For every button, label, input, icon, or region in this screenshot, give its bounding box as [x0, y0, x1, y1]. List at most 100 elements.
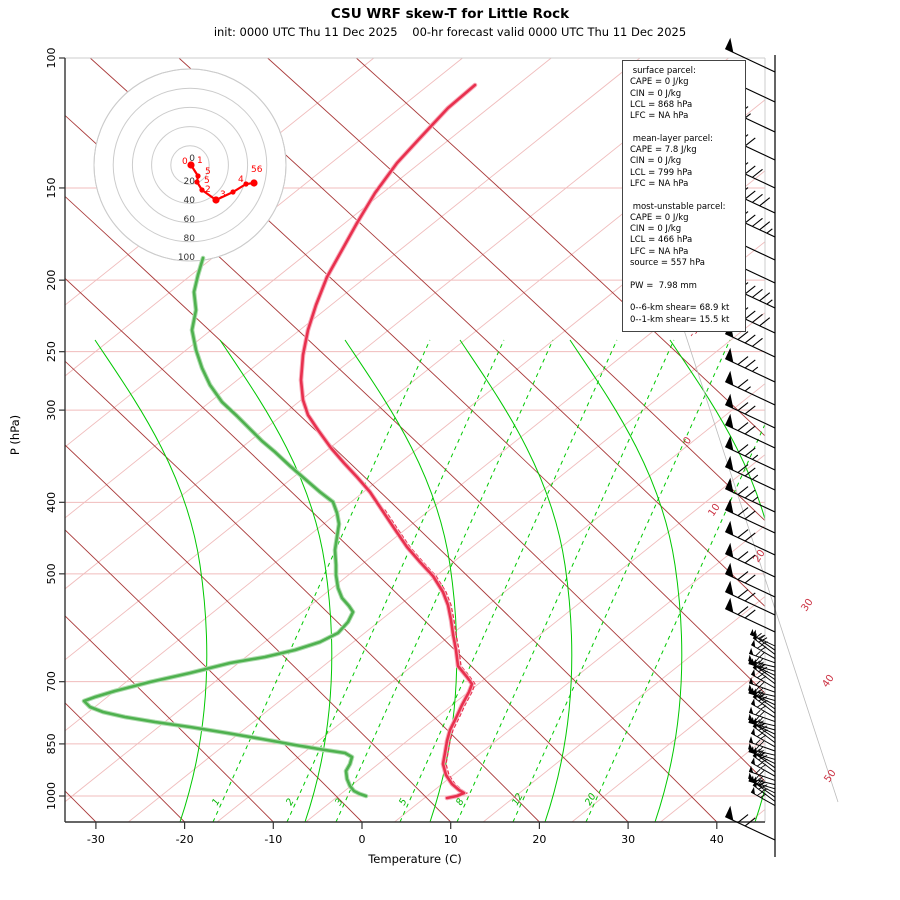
y-axis-label: P (hPa) [8, 414, 22, 456]
hodograph-ring-label: 20 [184, 177, 196, 187]
info-line: CAPE = 7.8 J/kg [630, 145, 697, 156]
mixing-ratio-label: 12 [510, 792, 526, 808]
hodograph-height-label: 5 [205, 167, 211, 177]
wind-barb [724, 393, 776, 429]
chart-title: CSU WRF skew-T for Little Rock [330, 6, 570, 22]
pressure-tick-label: 150 [45, 177, 58, 198]
pressure-tick-label: 200 [45, 270, 58, 291]
temperature-curve [299, 83, 477, 800]
temp-tick-label: 30 [621, 833, 635, 846]
hodograph-ring [93, 68, 287, 262]
info-line: CIN = 0 J/kg [630, 156, 682, 167]
hodograph-ring-label: 0 [189, 154, 195, 164]
wind-barb [752, 633, 776, 655]
info-line [630, 190, 741, 201]
wind-barb [750, 757, 776, 777]
hodograph-height-label: 5 [204, 176, 210, 186]
pressure-gridlines [65, 187, 765, 797]
info-line: LFC = NA hPa [630, 111, 689, 122]
virtual-temperature-curve [384, 509, 476, 799]
hodograph-ring [170, 145, 210, 185]
info-line: CAPE = 0 J/kg [630, 77, 689, 88]
info-line: LCL = 799 hPa [630, 167, 693, 178]
wind-barb [724, 37, 776, 73]
temp-tick-label: 0 [359, 833, 366, 846]
info-line: LCL = 466 hPa [630, 235, 693, 246]
pressure-tick-label: 500 [45, 563, 58, 584]
temp-tick-label: 10 [444, 833, 458, 846]
info-line: CAPE = 0 J/kg [630, 212, 689, 223]
wind-barb [750, 669, 776, 689]
pressure-tick-label: 700 [45, 671, 58, 692]
hodograph-ring [112, 87, 268, 243]
info-line [630, 292, 741, 303]
hodograph-height-label: 2 [205, 185, 211, 195]
info-line: surface parcel: [630, 66, 696, 76]
pressure-tick-label: 400 [45, 492, 58, 513]
wind-barb [724, 498, 776, 534]
wind-barb [748, 706, 776, 723]
wind-barb [724, 542, 776, 578]
wind-barb [724, 580, 776, 616]
hodograph-height-label: 1 [197, 156, 203, 166]
hodograph-height-label: 0 [182, 157, 188, 167]
wind-barb [724, 413, 776, 449]
temp-tick-label: -20 [176, 833, 194, 846]
info-line: PW = 7.98 mm [630, 280, 697, 291]
info-line: LCL = 868 hPa [630, 99, 693, 110]
isotherm-label: 50 [822, 768, 838, 785]
wind-barb [724, 805, 776, 841]
dewpoint-curve-halo [81, 255, 369, 799]
pressure-tick-label: 1000 [45, 782, 58, 810]
wind-barb [748, 775, 776, 790]
wind-barb [724, 435, 776, 471]
info-line: 0--1-km shear= 15.5 kt [630, 314, 730, 325]
pressure-tick-label: 850 [45, 733, 58, 754]
wind-barb [752, 691, 776, 714]
isotherm-label: 40 [820, 673, 836, 690]
mixing-ratio-labels: 1 2 3 5 8 12 20 [210, 792, 599, 808]
hodograph-height-label: 4 [238, 175, 244, 185]
hodograph-height-label: 3 [220, 190, 226, 200]
wind-barb [748, 765, 776, 781]
info-line: LFC = NA hPa [630, 178, 689, 189]
info-line: CIN = 0 J/kg [630, 224, 682, 235]
wind-barb [751, 639, 776, 660]
mixing-ratio-label: 1 [210, 797, 223, 808]
wind-barb [748, 677, 776, 693]
temp-tick-label: 40 [710, 833, 724, 846]
mixing-ratio-label: 3 [333, 797, 346, 808]
temp-tick-label: -10 [264, 833, 282, 846]
hodograph-ring-label: 60 [184, 215, 196, 225]
wind-barb [752, 721, 776, 743]
parcel-info-box: surface parcel: CAPE = 0 J/kg CIN = 0 J/kg… [622, 60, 746, 332]
wind-barb [748, 736, 776, 752]
x-axis-label: Temperature (C) [368, 852, 462, 866]
info-line: LFC = NA hPa [630, 246, 689, 257]
wind-barb [724, 477, 776, 513]
wind-barb [748, 647, 776, 664]
wind-barb [748, 745, 776, 760]
info-line: mean-layer parcel: [630, 133, 713, 144]
info-line: most-unstable parcel: [630, 201, 726, 212]
chart-subtitle: init: 0000 UTC Thu 11 Dec 2025 00-hr for… [213, 25, 687, 39]
dewpoint-curve [82, 256, 368, 798]
wind-barb [750, 698, 776, 718]
pressure-tick-label: 300 [45, 400, 58, 421]
wind-barb [724, 562, 776, 598]
hodograph-ring-label: 100 [178, 253, 195, 263]
info-line: source = 557 hPa [630, 258, 706, 269]
hodograph-ring [151, 126, 229, 204]
info-line: 0--6-km shear= 68.9 kt [630, 303, 730, 314]
plot-frame [65, 57, 839, 822]
isotherm-label: 30 [799, 597, 815, 614]
hodograph-ring [131, 106, 249, 224]
pressure-tick-label: 250 [45, 341, 58, 362]
wind-barb [724, 520, 776, 556]
info-line [630, 122, 741, 133]
wind-barb [724, 455, 776, 491]
